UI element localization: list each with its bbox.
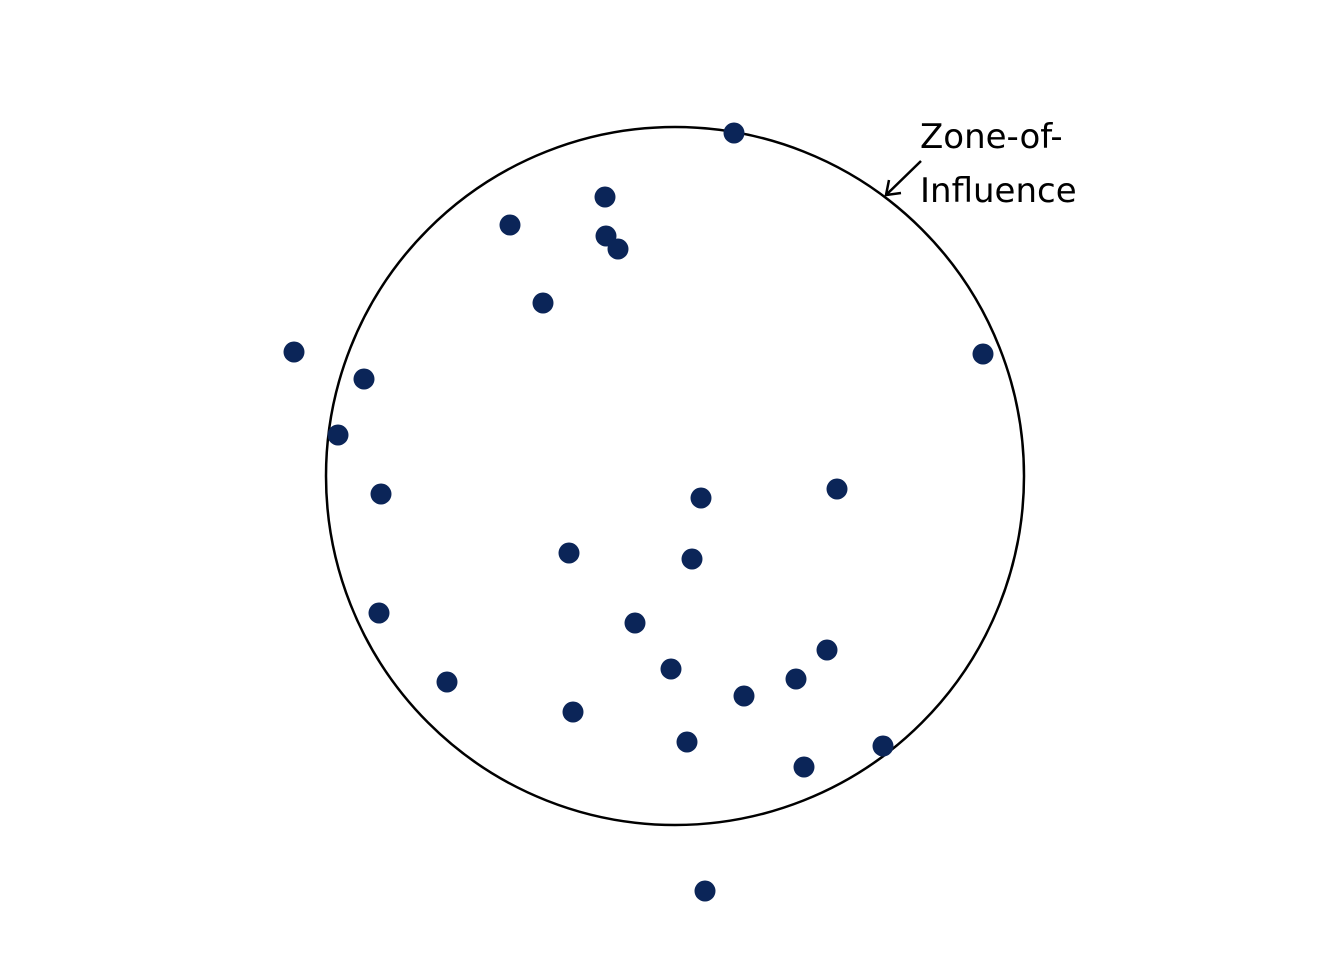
point-27 bbox=[694, 880, 716, 902]
point-14 bbox=[558, 542, 580, 564]
point-12 bbox=[826, 478, 848, 500]
point-22 bbox=[733, 685, 755, 707]
point-21 bbox=[785, 668, 807, 690]
point-17 bbox=[624, 612, 646, 634]
point-15 bbox=[681, 548, 703, 570]
annotation-label-line2: Influence bbox=[920, 171, 1077, 211]
point-8 bbox=[972, 343, 994, 365]
point-10 bbox=[327, 424, 349, 446]
point-2 bbox=[594, 186, 616, 208]
point-20 bbox=[436, 671, 458, 693]
point-6 bbox=[532, 292, 554, 314]
point-25 bbox=[872, 735, 894, 757]
point-13 bbox=[690, 487, 712, 509]
points-layer bbox=[283, 122, 994, 902]
point-5 bbox=[607, 238, 629, 260]
point-26 bbox=[793, 756, 815, 778]
point-23 bbox=[562, 701, 584, 723]
annotation-label-line1: Zone-of- bbox=[920, 117, 1063, 157]
point-24 bbox=[676, 731, 698, 753]
point-19 bbox=[660, 658, 682, 680]
point-9 bbox=[353, 368, 375, 390]
point-7 bbox=[283, 341, 305, 363]
annotation-arrow bbox=[884, 160, 922, 197]
zone-of-influence-circle bbox=[324, 125, 1026, 827]
point-16 bbox=[368, 602, 390, 624]
point-1 bbox=[723, 122, 745, 144]
point-18 bbox=[816, 639, 838, 661]
point-3 bbox=[499, 214, 521, 236]
point-11 bbox=[370, 483, 392, 505]
